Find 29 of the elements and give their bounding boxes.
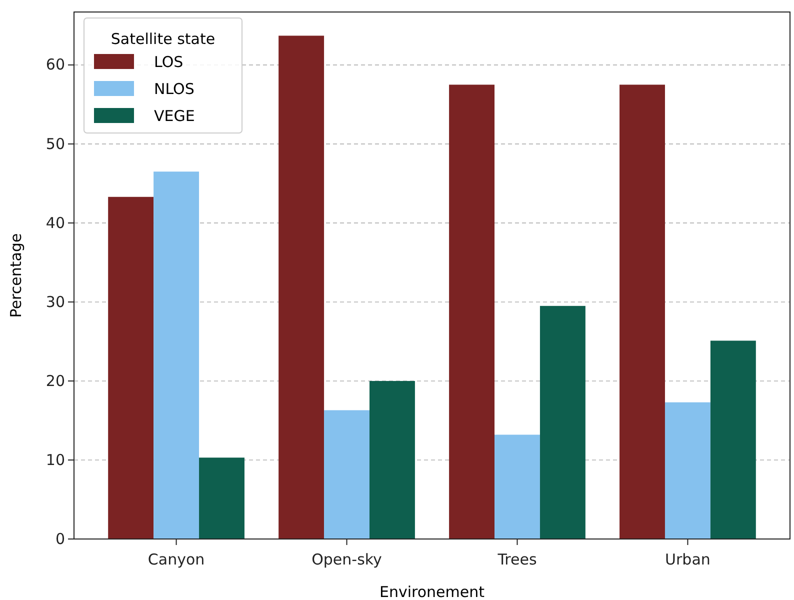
bar xyxy=(324,410,370,539)
bar xyxy=(278,36,324,539)
bar xyxy=(449,84,495,539)
bar xyxy=(540,306,586,539)
legend-label: LOS xyxy=(154,53,184,71)
y-tick-label: 10 xyxy=(46,450,65,469)
bar xyxy=(620,84,665,539)
y-tick-label: 60 xyxy=(46,56,65,74)
bar xyxy=(710,340,756,539)
legend-label: VEGE xyxy=(154,107,195,125)
y-tick-label: 50 xyxy=(46,134,65,153)
bar xyxy=(108,196,154,539)
bar xyxy=(494,434,540,539)
x-tick-label: Canyon xyxy=(148,550,205,568)
y-tick-label: 0 xyxy=(55,530,65,548)
bar xyxy=(664,402,710,539)
x-tick-label: Urban xyxy=(665,550,710,568)
bar xyxy=(369,380,415,539)
y-axis-title: Percentage xyxy=(7,233,25,318)
bar xyxy=(154,172,200,539)
legend-label: NLOS xyxy=(154,80,194,98)
y-tick-label: 30 xyxy=(46,292,65,311)
y-tick-label: 20 xyxy=(46,372,65,390)
legend-title: Satellite state xyxy=(110,30,216,48)
x-tick-label: Open-sky xyxy=(312,550,382,568)
x-tick-label: Trees xyxy=(496,550,537,568)
x-axis-title: Environement xyxy=(379,583,485,600)
y-tick-label: 40 xyxy=(46,214,65,232)
bar xyxy=(199,458,244,539)
